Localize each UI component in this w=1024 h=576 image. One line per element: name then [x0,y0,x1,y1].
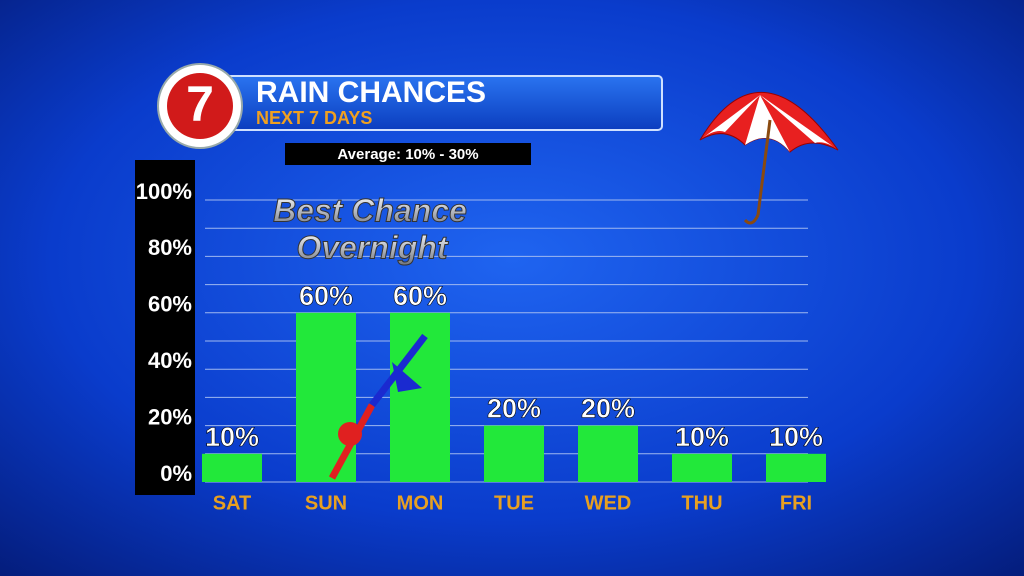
chart-title: RAIN CHANCES [256,76,486,109]
data-label: 60% [393,281,447,311]
data-label: 20% [581,394,635,424]
y-tick-label: 100% [136,179,192,204]
average-box [285,143,531,165]
y-tick-label: 40% [148,348,192,373]
x-tick-label: SUN [305,492,347,514]
front-symbol [328,333,428,480]
average-note: Average: 10% - 30% [337,146,478,163]
x-tick-label: TUE [494,492,534,514]
data-label: 10% [769,422,823,452]
annotation: Overnight [296,229,448,265]
x-tick-label: WED [585,492,632,514]
annotation: Best Chance [273,192,467,228]
x-tick-label: MON [397,492,444,514]
data-label: 10% [205,422,259,452]
chart-subtitle: NEXT 7 DAYS [256,108,372,128]
data-label: 60% [299,281,353,311]
bar [202,453,262,482]
bar [766,453,826,482]
x-tick-label: THU [681,492,722,514]
data-label: 10% [675,422,729,452]
bar [672,453,732,482]
bar [578,425,638,482]
y-tick-label: 60% [148,292,192,317]
y-tick-label: 20% [148,404,192,429]
bar [484,425,544,482]
logo: 7 [186,76,214,132]
umbrella-icon [699,91,839,225]
x-tick-label: FRI [780,492,812,514]
data-label: 20% [487,394,541,424]
y-tick-label: 0% [160,461,192,486]
logo-disc [167,73,233,139]
y-tick-label: 80% [148,235,192,260]
x-tick-label: SAT [213,492,252,514]
y-axis-panel [135,160,195,495]
